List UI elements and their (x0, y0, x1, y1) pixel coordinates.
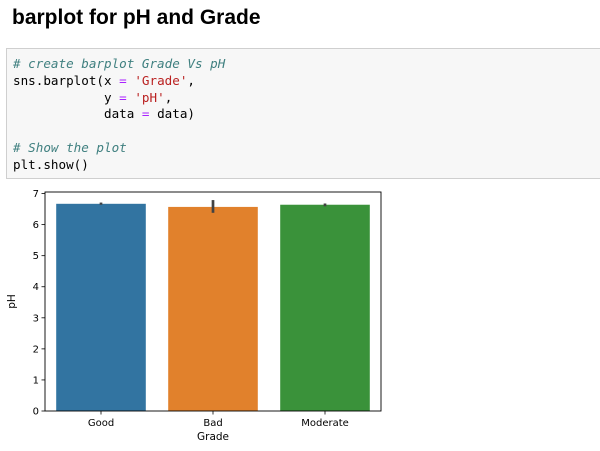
code-line: # create barplot Grade Vs pH (13, 56, 225, 73)
cell-output: 0 1 2 3 4 5 6 7 Good Bad Moderate pH Grade (0, 180, 600, 446)
code-line: plt.show() (13, 157, 225, 174)
bar-bad (168, 206, 258, 411)
page-title: barplot for pH and Grade (12, 6, 261, 29)
code-operator: = (141, 106, 150, 122)
y-tick-label: 4 (33, 282, 39, 293)
bar-good (56, 203, 146, 411)
code-text: plt.show() (13, 156, 89, 172)
x-tick-label: Moderate (301, 418, 349, 429)
y-axis: 0 1 2 3 4 5 6 7 (33, 189, 45, 418)
y-axis-label: pH (6, 294, 18, 309)
code-comment: # Show the plot (13, 139, 127, 155)
x-axis-label: Grade (197, 431, 229, 443)
code-text: data (13, 106, 142, 122)
plot-frame (44, 191, 382, 412)
x-tick-label: Good (88, 418, 114, 429)
y-tick-label: 7 (33, 189, 39, 200)
errorbars-group (99, 200, 327, 213)
y-tick-label: 3 (33, 313, 39, 324)
code-line: y = 'pH', (13, 90, 225, 107)
code-cell[interactable]: # create barplot Grade Vs pH sns.barplot(… (6, 48, 600, 179)
code-line: data = data) (13, 106, 225, 123)
code-text: data) (149, 106, 195, 122)
code-comment: # create barplot Grade Vs pH (13, 56, 226, 71)
y-tick-label: 5 (33, 251, 39, 262)
code-text: y (13, 89, 120, 105)
bar-moderate (280, 204, 370, 411)
bar-chart: 0 1 2 3 4 5 6 7 Good Bad Moderate pH Grade (6, 189, 382, 443)
code-string: 'Grade' (134, 72, 188, 88)
bars-group (56, 203, 370, 411)
y-tick-label: 0 (33, 407, 39, 418)
code-line: sns.barplot(x = 'Grade', (13, 73, 225, 90)
code-text: , (187, 72, 196, 88)
x-axis: Good Bad Moderate (88, 411, 349, 429)
y-tick-label: 1 (33, 375, 39, 386)
y-tick-label: 2 (33, 344, 39, 355)
code-operator: = (119, 72, 127, 88)
code-text: sns.barplot(x (13, 72, 120, 88)
x-tick-label: Bad (203, 418, 222, 429)
y-tick-label: 6 (33, 220, 39, 231)
code-line-blank (13, 123, 225, 140)
code-editor[interactable]: # create barplot Grade Vs pH sns.barplot(… (13, 56, 225, 174)
code-operator: = (119, 89, 127, 105)
code-string: 'pH' (134, 89, 165, 105)
code-text: , (164, 89, 173, 105)
code-line: # Show the plot (13, 140, 225, 157)
